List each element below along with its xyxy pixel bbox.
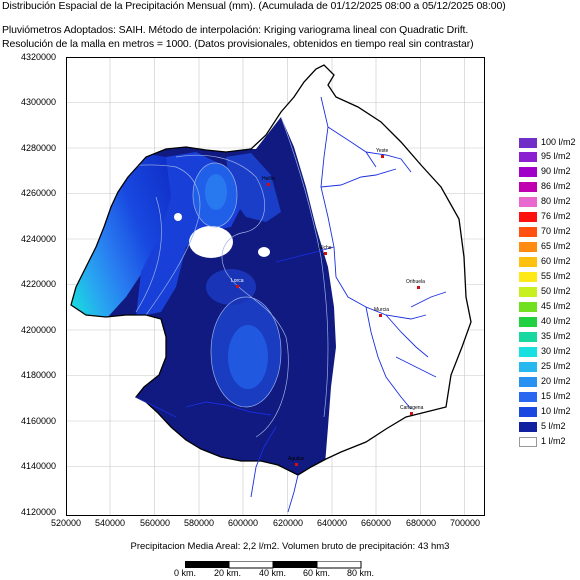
x-tick-label: 640000 [316,518,348,528]
svg-text:Elche: Elche [319,245,332,251]
svg-text:Cartagena: Cartagena [400,405,424,411]
resolution-text: Resolución de la malla en metros = 1000.… [2,38,474,50]
town-lorca: Lorca [231,278,244,288]
method-text: Pluviómetros Adoptados: SAIH. Método de … [2,24,469,36]
precipitation-map: Yeste Hellín Elche Orihuela Murcia Lorca… [66,57,485,516]
scale-label: 60 km. [303,568,331,578]
scale-label: 80 km. [347,568,375,578]
town-markers: Yeste Hellín Elche Orihuela Murcia Lorca… [231,148,425,466]
scale-label: 0 km. [174,568,197,578]
y-tick-label: 4240000 [20,234,56,244]
areal-precipitation-summary: Precipitacion Media Areal: 2,2 l/m2. Vol… [130,541,450,552]
y-tick-label: 4160000 [20,416,56,426]
x-tick-label: 680000 [405,518,437,528]
y-tick-label: 4280000 [20,143,56,153]
town-murcia: Murcia [374,307,389,317]
town-yeste: Yeste [376,148,389,158]
town-orihuela: Orihuela [406,279,425,289]
y-tick-label: 4200000 [20,325,56,335]
town-hellin: Hellín [262,176,275,186]
scale-bar [185,561,362,569]
y-tick-label: 4260000 [20,188,56,198]
town-aguilas: Águilas [288,455,305,466]
precipitation-surface [71,65,471,475]
river-network [135,96,447,513]
svg-text:Murcia: Murcia [374,307,389,313]
basin-outline [70,64,472,476]
town-elche: Elche [319,245,332,255]
scale-label: 40 km. [259,568,287,578]
x-tick-label: 520000 [50,518,82,528]
svg-text:Águilas: Águilas [288,455,305,462]
x-tick-label: 580000 [183,518,215,528]
y-tick-label: 4120000 [20,507,56,517]
svg-text:Orihuela: Orihuela [406,279,425,285]
x-tick-label: 560000 [139,518,171,528]
map-title: Distribución Espacial de la Precipitació… [2,0,506,12]
x-tick-label: 600000 [227,518,259,528]
y-tick-label: 4180000 [20,370,56,380]
x-tick-label: 620000 [272,518,304,528]
scale-label: 20 km. [214,568,242,578]
svg-text:Lorca: Lorca [231,278,244,284]
x-tick-label: 540000 [94,518,126,528]
town-cartagena: Cartagena [400,405,424,415]
y-tick-label: 4320000 [20,52,56,62]
map-frame [66,57,485,516]
svg-text:Yeste: Yeste [376,148,389,154]
y-tick-label: 4220000 [20,279,56,289]
y-tick-label: 4300000 [20,97,56,107]
svg-text:Hellín: Hellín [262,176,275,182]
y-tick-label: 4140000 [20,461,56,471]
contour-lines [71,116,329,438]
x-tick-label: 700000 [449,518,481,528]
x-tick-label: 660000 [360,518,392,528]
